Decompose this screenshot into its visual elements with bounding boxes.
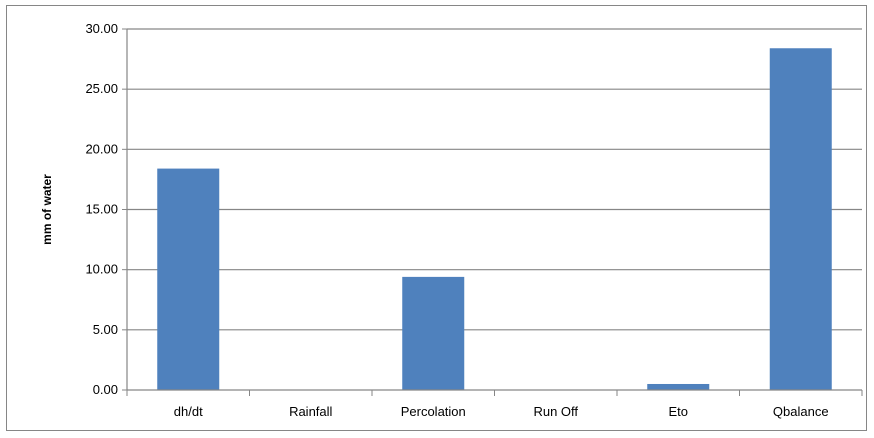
y-tick-label: 30.00: [85, 21, 118, 36]
y-tick-label: 0.00: [93, 382, 118, 397]
x-tick-labels: dh/dt Rainfall Percolation Run Off Eto Qbalan…: [174, 404, 829, 419]
x-tick-label: Rainfall: [289, 404, 332, 419]
x-tick-label: dh/dt: [174, 404, 203, 419]
x-tick-label: Eto: [668, 404, 688, 419]
y-tick-label: 5.00: [93, 322, 118, 337]
y-tick-label: 25.00: [85, 81, 118, 96]
chart-frame: 0.00 5.00 10.00 15.00 20.00 25.00 30.00 dh/dt R…: [6, 5, 867, 431]
bar-dh-dt: [157, 168, 220, 390]
axes: [126, 29, 863, 396]
bars: [157, 48, 832, 391]
x-tick-label: Percolation: [401, 404, 466, 419]
bar-qbalance: [769, 48, 832, 391]
y-tick-label: 15.00: [85, 202, 118, 217]
x-tick-label: Qbalance: [773, 404, 829, 419]
y-tick-label: 10.00: [85, 262, 118, 277]
bar-percolation: [402, 276, 465, 390]
gridlines: [127, 28, 862, 331]
x-tick-label: Run Off: [533, 404, 578, 419]
bar-eto: [647, 383, 710, 390]
bar-chart: 0.00 5.00 10.00 15.00 20.00 25.00 30.00 dh/dt R…: [40, 21, 863, 419]
y-tick-labels: 0.00 5.00 10.00 15.00 20.00 25.00 30.00: [85, 21, 127, 397]
y-axis-label: mm of water: [40, 174, 54, 245]
y-tick-label: 20.00: [85, 141, 118, 156]
